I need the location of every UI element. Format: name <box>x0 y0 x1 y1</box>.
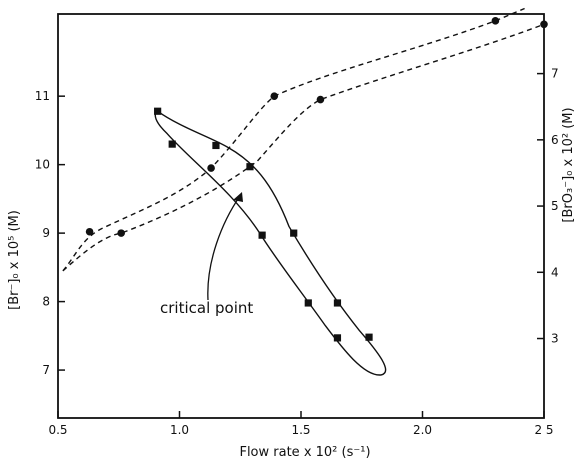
dashed-lower-curve <box>62 23 545 272</box>
square-marker <box>333 299 342 307</box>
x-tick-label: 1.0 <box>170 423 189 437</box>
x-tick-label: 0.5 <box>48 423 67 437</box>
y-left-tick-label: 7 <box>42 363 50 377</box>
curves-layer <box>62 7 545 376</box>
square-marker <box>290 229 298 237</box>
x-tick-label: 1.5 <box>291 423 310 437</box>
circle-marker <box>491 17 500 25</box>
square-marker <box>258 231 266 239</box>
circle-marker <box>85 227 94 236</box>
square-marker <box>168 140 176 148</box>
square-marker <box>212 141 220 150</box>
annotation-arrow <box>207 192 243 301</box>
y-right-tick-label: 5 <box>551 199 559 213</box>
annotation-arrow-head <box>233 192 243 202</box>
x-axis-title: Flow rate x 10² (s⁻¹) <box>239 445 370 460</box>
square-marker <box>333 334 342 342</box>
circle-marker <box>117 229 125 237</box>
y-right-tick-label: 4 <box>551 265 559 279</box>
markers-layer <box>85 17 548 342</box>
square-marker <box>246 163 254 171</box>
x-tick-label: 2.0 <box>413 423 432 437</box>
y-right-tick-label: 3 <box>551 332 559 346</box>
circle-marker <box>207 164 215 172</box>
circle-marker <box>540 20 548 29</box>
square-marker <box>365 333 373 341</box>
solid-loop-curve <box>154 110 387 376</box>
y-left-tick-label: 9 <box>42 226 50 240</box>
circle-marker <box>316 95 325 104</box>
y-left-tick-label: 8 <box>42 295 50 309</box>
y-left-tick-label: 10 <box>35 158 50 172</box>
y-right-tick-label: 7 <box>551 67 559 81</box>
y-axis-left-title: [Br⁻]₀ x 10⁵ (M) <box>7 210 22 310</box>
annotation-arrow-line <box>207 195 241 301</box>
x-tick-label: 2 5 <box>534 423 553 437</box>
y-right-tick-label: 6 <box>551 133 559 147</box>
y-left-tick-label: 11 <box>35 89 50 103</box>
ticks-layer: 0.5 1.0 1.5 2.0 2 5 7 8 9 10 11 3 4 5 6 7 <box>35 67 559 437</box>
plot-frame <box>57 13 545 419</box>
y-axis-right-title: [BrO₃⁻]₀ x 10² (M) <box>561 107 576 222</box>
circle-marker <box>270 92 279 100</box>
square-marker <box>304 299 312 307</box>
annotation-text: critical point <box>160 299 253 317</box>
dashed-upper-curve <box>62 7 525 272</box>
square-marker <box>154 107 162 115</box>
